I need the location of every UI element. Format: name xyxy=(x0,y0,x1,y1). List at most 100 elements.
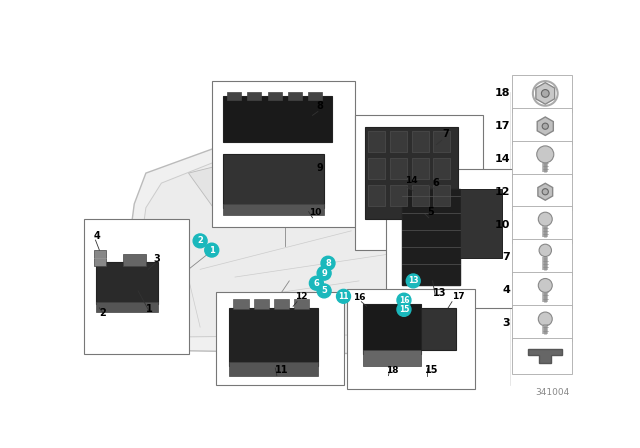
Text: 7: 7 xyxy=(443,129,449,139)
Bar xyxy=(84,220,189,354)
Circle shape xyxy=(542,123,548,129)
Text: 7: 7 xyxy=(502,252,510,262)
Text: 341004: 341004 xyxy=(536,388,570,397)
Polygon shape xyxy=(136,129,451,337)
Bar xyxy=(94,250,106,266)
Bar xyxy=(216,293,344,385)
Bar xyxy=(513,305,572,341)
Bar xyxy=(513,337,572,374)
Circle shape xyxy=(541,90,549,97)
Bar xyxy=(365,127,458,220)
Polygon shape xyxy=(536,82,555,104)
Bar xyxy=(223,204,324,215)
Bar xyxy=(390,158,407,179)
Bar xyxy=(402,189,460,285)
Circle shape xyxy=(193,234,207,248)
Bar xyxy=(123,254,146,266)
Text: 5: 5 xyxy=(321,286,327,295)
Bar xyxy=(390,131,407,152)
Text: 18: 18 xyxy=(386,366,399,375)
Polygon shape xyxy=(189,134,382,227)
Bar xyxy=(308,92,322,100)
Polygon shape xyxy=(538,183,553,200)
Text: 17: 17 xyxy=(452,292,465,301)
Text: 6: 6 xyxy=(314,279,319,288)
Bar xyxy=(294,299,309,310)
Bar xyxy=(386,169,522,308)
Text: 15: 15 xyxy=(425,365,438,375)
Bar xyxy=(412,185,429,206)
Bar xyxy=(223,154,324,208)
Text: 12: 12 xyxy=(495,187,510,197)
Text: 9: 9 xyxy=(316,163,323,173)
Bar xyxy=(513,75,572,112)
Text: 10: 10 xyxy=(495,220,510,229)
Bar xyxy=(421,308,456,350)
Circle shape xyxy=(397,302,411,316)
Bar xyxy=(460,189,502,258)
Circle shape xyxy=(539,244,552,257)
Polygon shape xyxy=(123,116,467,354)
Bar xyxy=(513,141,572,177)
Polygon shape xyxy=(528,349,563,363)
Bar xyxy=(268,92,282,100)
Text: 13: 13 xyxy=(408,276,419,285)
Circle shape xyxy=(538,212,552,226)
Bar xyxy=(368,158,385,179)
Bar xyxy=(234,299,249,310)
Text: 15: 15 xyxy=(399,305,409,314)
Text: 2: 2 xyxy=(197,237,203,246)
Circle shape xyxy=(337,289,351,303)
Bar xyxy=(390,185,407,206)
Bar xyxy=(274,299,289,310)
Circle shape xyxy=(542,189,548,195)
Bar xyxy=(288,92,301,100)
Bar xyxy=(95,262,157,304)
Bar xyxy=(433,158,451,179)
Bar xyxy=(253,299,269,310)
Circle shape xyxy=(538,312,552,326)
Circle shape xyxy=(406,274,420,288)
Text: 4: 4 xyxy=(502,285,510,295)
Text: 16: 16 xyxy=(353,293,365,302)
Polygon shape xyxy=(537,117,554,135)
Bar xyxy=(513,239,572,276)
Circle shape xyxy=(205,243,219,257)
Bar xyxy=(227,92,241,100)
Circle shape xyxy=(321,256,335,270)
Bar xyxy=(412,158,429,179)
Text: 11: 11 xyxy=(339,292,349,301)
Circle shape xyxy=(309,276,323,290)
Text: 2: 2 xyxy=(99,308,106,318)
Circle shape xyxy=(537,146,554,163)
Bar xyxy=(248,92,261,100)
Text: 5: 5 xyxy=(428,207,434,217)
Bar xyxy=(433,185,451,206)
Text: 1: 1 xyxy=(209,246,214,254)
Text: 17: 17 xyxy=(495,121,510,131)
Bar xyxy=(368,185,385,206)
Text: 11: 11 xyxy=(275,365,289,375)
Text: 12: 12 xyxy=(296,292,308,301)
Bar xyxy=(513,272,572,308)
Text: 14: 14 xyxy=(404,176,417,185)
Text: 8: 8 xyxy=(316,101,323,111)
Text: 6: 6 xyxy=(433,178,440,188)
Circle shape xyxy=(538,279,552,293)
Bar xyxy=(363,350,421,366)
Bar xyxy=(95,302,157,312)
Text: 18: 18 xyxy=(495,88,510,99)
Text: 13: 13 xyxy=(433,289,446,298)
Bar xyxy=(412,131,429,152)
Circle shape xyxy=(317,284,331,298)
Text: 1: 1 xyxy=(146,304,152,314)
Text: 10: 10 xyxy=(308,208,321,217)
Bar xyxy=(223,96,332,142)
Text: 9: 9 xyxy=(321,269,327,278)
Bar xyxy=(513,174,572,210)
Bar xyxy=(513,108,572,144)
Text: 8: 8 xyxy=(325,258,331,268)
Bar xyxy=(513,207,572,243)
Bar xyxy=(433,131,451,152)
Text: 16: 16 xyxy=(399,296,409,305)
